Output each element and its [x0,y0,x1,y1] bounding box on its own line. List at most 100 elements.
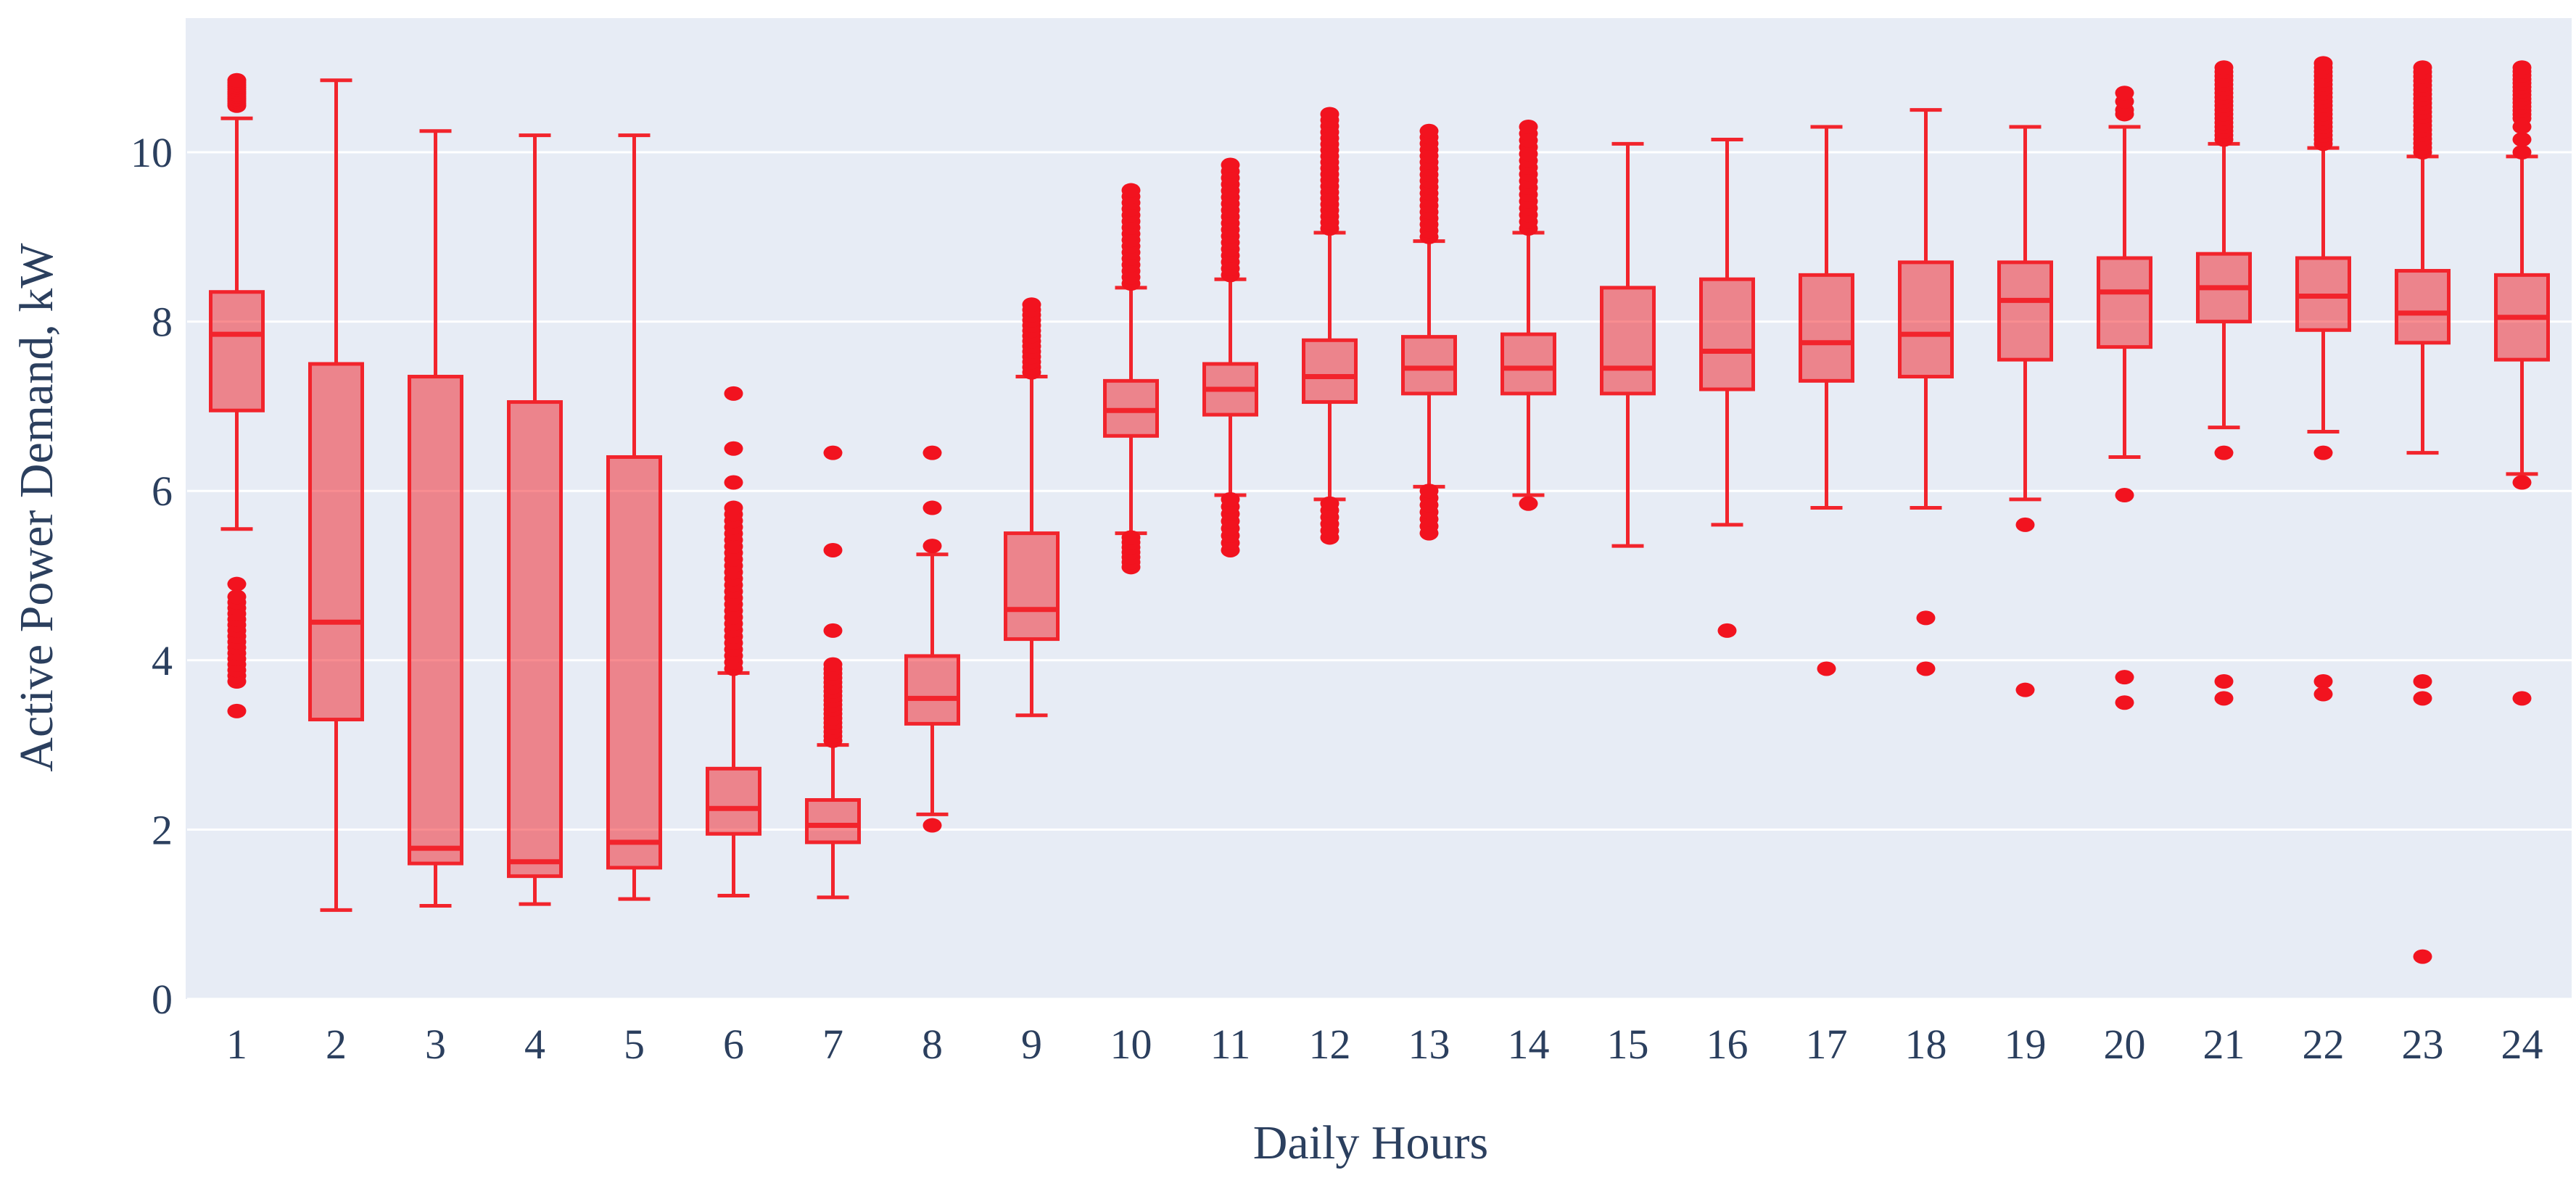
outlier-dot[interactable] [1121,530,1141,545]
box-hour-23[interactable] [2395,60,2451,964]
outlier-dot[interactable] [1717,623,1737,638]
outlier-dot[interactable] [724,500,743,515]
iqr-box-hour-20[interactable] [2097,256,2152,349]
iqr-box-hour-9[interactable] [1004,531,1060,642]
outlier-dot[interactable] [2214,691,2234,706]
outlier-dot[interactable] [2413,60,2432,75]
outlier-dot[interactable] [1320,496,1339,511]
outlier-dot[interactable] [2313,674,2333,689]
outlier-dot[interactable] [2413,691,2432,706]
outlier-dot[interactable] [227,589,247,605]
outlier-dot[interactable] [1817,661,1836,676]
y-tick-label-8: 8 [152,299,173,346]
outlier-dot[interactable] [227,576,247,592]
box-hour-18[interactable] [1898,108,1954,676]
outlier-dot[interactable] [724,475,743,490]
outlier-dot[interactable] [1916,610,1936,626]
outlier-dot[interactable] [724,441,743,456]
iqr-box-hour-17[interactable] [1799,273,1854,383]
outlier-dot[interactable] [1221,491,1240,507]
outlier-dot[interactable] [2015,517,2035,532]
outlier-dot[interactable] [1419,484,1439,499]
iqr-box-hour-15[interactable] [1600,286,1656,396]
outlier-dot[interactable] [1121,183,1141,198]
outlier-dot[interactable] [922,539,942,554]
outlier-dot[interactable] [1916,661,1936,676]
outlier-dot[interactable] [2115,695,2134,710]
box-hour-5[interactable] [606,133,662,901]
outlier-dot[interactable] [2512,475,2532,490]
box-hour-20[interactable] [2097,86,2152,710]
outlier-dot[interactable] [227,703,247,718]
outlier-dot[interactable] [2313,56,2333,71]
outlier-dot[interactable] [823,623,843,638]
iqr-box-hour-12[interactable] [1302,338,1358,405]
box-hour-4[interactable] [507,133,563,906]
outlier-dot[interactable] [2413,949,2432,964]
box-hour-21[interactable] [2196,60,2252,706]
iqr-box-hour-2[interactable] [308,362,364,722]
outlier-dot[interactable] [2214,60,2234,75]
outlier-dot[interactable] [1022,297,1041,312]
outlier-dot[interactable] [2512,145,2532,159]
outlier-dot[interactable] [1320,107,1339,122]
outlier-dot[interactable] [823,657,843,672]
iqr-box-hour-1[interactable] [209,290,265,412]
outlier-dot[interactable] [922,818,942,833]
box-hour-24[interactable] [2494,60,2550,706]
box-hour-9[interactable] [1004,297,1060,718]
outlier-dot[interactable] [1221,157,1240,173]
outlier-dot[interactable] [823,542,843,557]
x-tick-label-16: 16 [1706,1021,1749,1068]
box-hour-7[interactable] [805,445,861,900]
box-hour-8[interactable] [904,445,960,833]
outlier-dot[interactable] [1419,123,1439,138]
iqr-box-hour-16[interactable] [1699,277,1755,391]
box-hour-22[interactable] [2295,56,2351,702]
outlier-dot[interactable] [2115,86,2134,101]
iqr-box-hour-4[interactable] [507,400,563,879]
iqr-box-hour-19[interactable] [1997,260,2053,362]
outlier-dot[interactable] [1519,119,1538,134]
iqr-box-hour-23[interactable] [2395,269,2451,345]
outlier-dot[interactable] [724,386,743,401]
box-hour-2[interactable] [308,78,364,912]
box-hour-11[interactable] [1202,157,1258,557]
outlier-dot[interactable] [2115,670,2134,685]
iqr-box-hour-14[interactable] [1500,332,1556,396]
outlier-dot[interactable] [823,445,843,460]
outlier-dot[interactable] [2512,691,2532,706]
outlier-dot[interactable] [1519,496,1538,511]
iqr-box-hour-3[interactable] [408,375,463,866]
outlier-dot[interactable] [922,500,942,515]
box-hour-13[interactable] [1401,123,1457,541]
outlier-dot[interactable] [2313,687,2333,702]
outlier-dot[interactable] [2214,445,2234,460]
outlier-dot[interactable] [2015,682,2035,697]
outlier-dot[interactable] [2214,674,2234,689]
outlier-dot[interactable] [2313,445,2333,460]
outlier-dot[interactable] [2115,488,2134,503]
box-hour-3[interactable] [408,129,463,908]
outlier-dot[interactable] [2512,132,2532,147]
iqr-box-hour-18[interactable] [1898,260,1954,379]
outlier-dot[interactable] [2512,60,2532,75]
box-hour-6[interactable] [706,386,761,898]
iqr-box-hour-7[interactable] [805,798,861,845]
iqr-box-hour-8[interactable] [904,654,960,726]
outlier-dot[interactable] [2413,674,2432,689]
outlier-dot[interactable] [227,72,247,88]
box-hour-16[interactable] [1699,137,1755,638]
box-hour-17[interactable] [1799,125,1854,676]
iqr-box-hour-5[interactable] [606,455,662,870]
outlier-dot[interactable] [2512,119,2532,134]
box-hour-15[interactable] [1600,141,1656,548]
box-hour-19[interactable] [1997,125,2053,697]
box-hour-10[interactable] [1103,183,1159,575]
box-hour-14[interactable] [1500,119,1556,511]
iqr-box-hour-6[interactable] [706,766,761,836]
iqr-box-hour-13[interactable] [1401,335,1457,396]
outlier-dot[interactable] [922,445,942,460]
box-hour-1[interactable] [209,72,265,718]
box-hour-12[interactable] [1302,107,1358,545]
